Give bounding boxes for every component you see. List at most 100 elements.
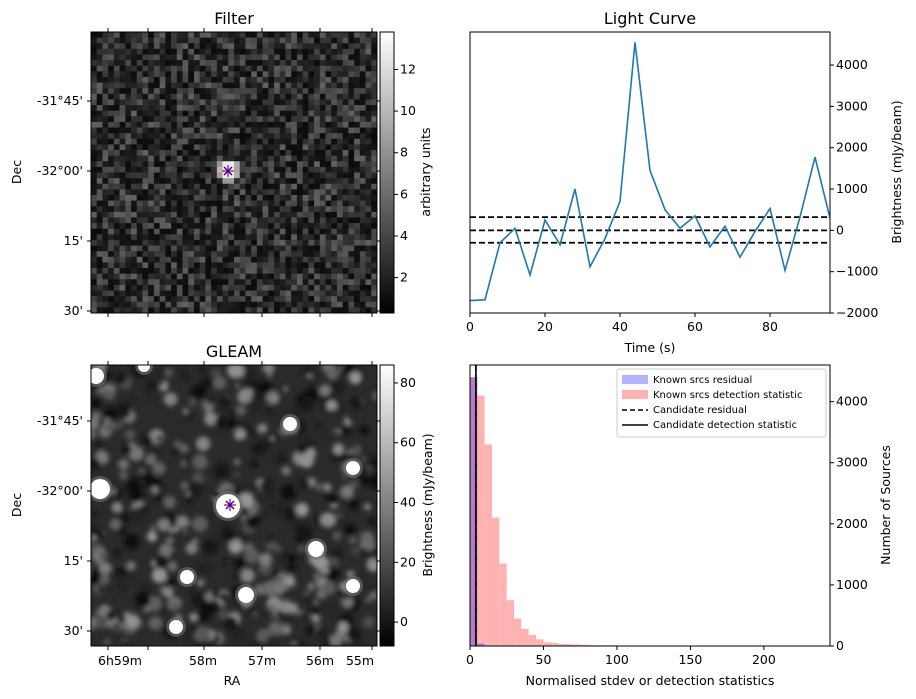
filter-colorbar-gradient (379, 31, 395, 314)
filter-pixel (279, 211, 286, 218)
filter-pixel (142, 155, 149, 162)
filter-pixel (336, 166, 344, 173)
filter-pixel (279, 127, 286, 134)
filter-pixel (102, 234, 109, 241)
filter-pixel (291, 76, 298, 83)
filter-pixel (354, 54, 361, 61)
filter-pixel (125, 178, 132, 185)
filter-pixel (342, 284, 349, 291)
filter-pixel (165, 183, 172, 190)
filter-pixel (348, 138, 355, 145)
filter-pixel (205, 127, 212, 134)
filter-pixel (113, 200, 120, 207)
filter-pixel (91, 110, 98, 117)
gleam-noise-blob (347, 415, 354, 422)
filter-pixel (279, 65, 286, 72)
filter-pixel (296, 161, 303, 168)
filter-pixel (256, 183, 263, 190)
gleam-noise-blob (104, 417, 109, 423)
filter-pixel (371, 256, 378, 263)
filter-pixel (262, 127, 269, 134)
filter-pixel (342, 82, 349, 89)
filter-pixel (148, 256, 155, 263)
filter-pixel (222, 189, 229, 196)
filter-pixel (182, 194, 189, 201)
filter-pixel (159, 189, 166, 196)
gleam-noise-blob (199, 629, 211, 641)
filter-pixel (211, 116, 218, 123)
filter-pixel (136, 172, 143, 179)
filter-pixel (159, 166, 166, 173)
filter-pixel (108, 105, 115, 112)
filter-pixel (308, 172, 315, 179)
filter-pixel (148, 155, 155, 162)
filter-pixel (319, 284, 326, 291)
filter-pixel (205, 223, 212, 230)
filter-pixel (228, 296, 235, 303)
filter-pixel (336, 155, 344, 162)
filter-pixel (285, 93, 292, 100)
filter-pixel (176, 150, 183, 156)
filter-pixel (96, 161, 103, 168)
filter-pixel (159, 206, 166, 213)
filter-pixel (216, 239, 223, 246)
filter-pixel (331, 99, 338, 106)
filter-pixel (102, 166, 109, 173)
y-tick-label: −1000 (836, 264, 878, 279)
filter-pixel (348, 65, 355, 72)
gleam-noise-blob (235, 405, 246, 416)
filter-pixel (131, 217, 138, 224)
filter-pixel (308, 284, 315, 291)
filter-pixel (119, 296, 126, 303)
filter-pixel (142, 211, 149, 218)
filter-pixel (291, 37, 298, 44)
filter-pixel (262, 284, 269, 291)
gleam-noise-blob (191, 516, 208, 532)
filter-pixel (136, 268, 143, 275)
filter-pixel (319, 273, 326, 280)
filter-pixel (176, 133, 183, 140)
filter-pixel (228, 60, 235, 67)
filter-pixel (354, 256, 361, 263)
gleam-y-ticks: -31°45'-32°00'15'30' (37, 413, 381, 638)
filter-pixel (308, 65, 315, 72)
filter-pixel (256, 273, 263, 280)
filter-pixel (251, 150, 258, 156)
filter-image (91, 32, 378, 314)
filter-pixel (176, 76, 183, 83)
filter-pixel (131, 284, 138, 291)
gleam-noise-blob (271, 411, 276, 416)
filter-pixel (302, 256, 309, 263)
filter-pixel (325, 54, 332, 61)
gleam-noise-blob (122, 444, 132, 454)
filter-pixel (199, 223, 206, 230)
filter-pixel (102, 71, 109, 78)
filter-pixel (245, 183, 252, 190)
filter-pixel (365, 99, 372, 106)
filter-pixel (251, 200, 258, 207)
filter-pixel (188, 150, 195, 156)
filter-pixel (119, 133, 126, 140)
filter-pixel (211, 217, 218, 224)
filter-pixel (159, 105, 166, 112)
filter-pixel (279, 166, 286, 173)
filter-pixel (371, 206, 378, 213)
filter-pixel (285, 32, 292, 38)
filter-pixel (131, 228, 138, 235)
filter-pixel (342, 239, 349, 246)
filter-pixel (171, 178, 178, 185)
filter-pixel (142, 290, 149, 297)
filter-pixel (216, 279, 223, 286)
filter-pixel (234, 228, 241, 235)
filter-pixel (331, 200, 338, 207)
filter-pixel (96, 48, 103, 55)
filter-pixel (188, 256, 195, 263)
filter-pixel (291, 296, 298, 303)
filter-pixel (234, 290, 241, 297)
gleam-noise-blob (297, 544, 306, 553)
filter-pixel (142, 251, 149, 258)
filter-pixel (222, 307, 229, 314)
filter-pixel (348, 48, 355, 55)
filter-pixel (319, 88, 326, 95)
